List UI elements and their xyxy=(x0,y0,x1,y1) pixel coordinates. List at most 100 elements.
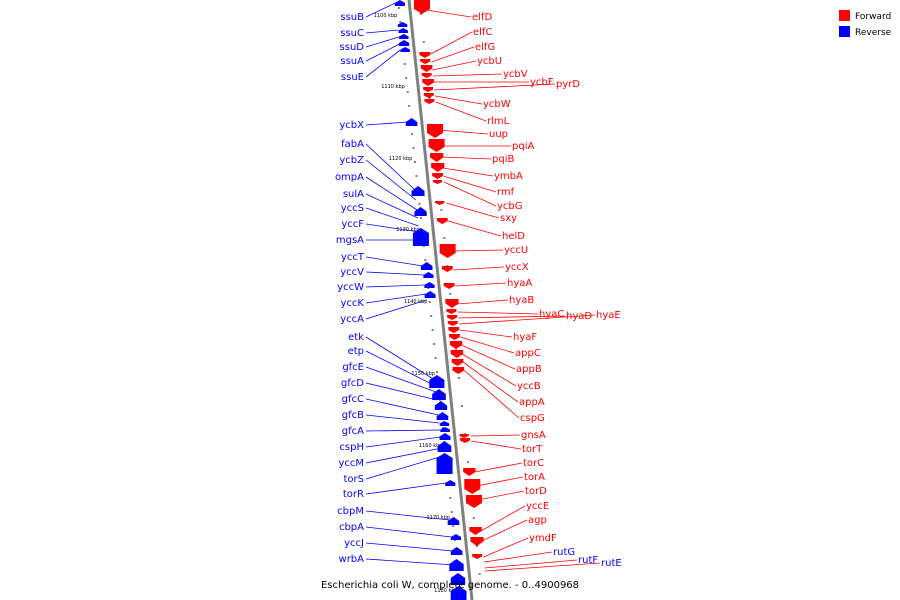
reverse-gene-label[interactable]: yccV xyxy=(340,267,364,278)
forward-gene-label[interactable]: gnsA xyxy=(521,430,546,441)
forward-gene-feature xyxy=(464,479,481,494)
reverse-leader-line xyxy=(365,29,399,34)
reverse-gene-label[interactable]: wrbA xyxy=(339,554,365,565)
forward-gene-label[interactable]: uup xyxy=(489,129,508,140)
reverse-gene-feature xyxy=(447,517,460,525)
forward-gene-label[interactable]: rutE xyxy=(601,558,622,569)
forward-gene-feature xyxy=(449,341,463,349)
reverse-leader-line xyxy=(365,382,438,401)
forward-gene-label[interactable]: hyaB xyxy=(509,295,534,306)
forward-gene-label[interactable]: torT xyxy=(522,444,543,455)
reverse-gene-feature xyxy=(414,207,427,216)
reverse-gene-label[interactable]: yccJ xyxy=(344,538,364,549)
forward-gene-label[interactable]: torD xyxy=(525,486,547,497)
reverse-gene-label[interactable]: ssuB xyxy=(340,12,364,23)
reverse-gene-label[interactable]: cbpM xyxy=(337,506,364,517)
forward-gene-label[interactable]: elfC xyxy=(473,27,492,38)
reverse-gene-label[interactable]: etk xyxy=(348,332,364,343)
forward-gene-label[interactable]: ycbW xyxy=(483,99,511,110)
genome-caption: Escherichia coli W, complete genome. - 0… xyxy=(321,580,579,591)
reverse-gene-label[interactable]: torR xyxy=(343,489,364,500)
forward-gene-label[interactable]: pqiA xyxy=(512,141,534,152)
forward-gene-label[interactable]: ycbU xyxy=(477,56,502,67)
reverse-gene-label[interactable]: cbpA xyxy=(339,522,364,533)
forward-gene-feature xyxy=(463,468,476,476)
reverse-gene-label[interactable]: yccK xyxy=(341,298,365,309)
forward-gene-label[interactable]: helD xyxy=(502,231,525,242)
forward-gene-label[interactable]: rmf xyxy=(497,187,515,198)
reverse-gene-label[interactable]: yccM xyxy=(338,458,364,469)
forward-gene-label[interactable]: yccB xyxy=(517,381,541,392)
forward-gene-feature xyxy=(441,266,453,272)
forward-gene-label[interactable]: rutF xyxy=(578,555,598,566)
forward-gene-label[interactable]: hyaF xyxy=(513,332,537,343)
reverse-gene-label[interactable]: gfcB xyxy=(342,410,364,421)
forward-gene-label[interactable]: agp xyxy=(528,515,547,526)
reverse-gene-label[interactable]: fabA xyxy=(341,139,364,150)
forward-gene-label[interactable]: torA xyxy=(524,472,545,483)
reverse-leader-line xyxy=(365,398,439,416)
forward-gene-label[interactable]: pyrD xyxy=(556,79,580,90)
forward-leader-line xyxy=(483,537,529,558)
forward-leader-line xyxy=(457,311,539,315)
reverse-gene-label[interactable]: yccA xyxy=(340,314,364,325)
forward-gene-label[interactable]: yccU xyxy=(504,245,528,256)
forward-gene-label[interactable]: yccE xyxy=(526,501,549,512)
forward-gene-label[interactable]: hyaC xyxy=(539,309,564,320)
reverse-gene-feature xyxy=(398,28,408,33)
forward-gene-label[interactable]: rutG xyxy=(553,547,575,558)
reverse-gene-label[interactable]: gfcD xyxy=(341,378,364,389)
reverse-gene-label[interactable]: mgsA xyxy=(336,235,364,246)
reverse-leader-line xyxy=(365,293,426,304)
reverse-gene-label[interactable]: yccF xyxy=(341,219,364,230)
reverse-gene-label[interactable]: yccW xyxy=(337,282,364,293)
forward-gene-label[interactable]: hyaD xyxy=(566,311,592,322)
reverse-gene-label[interactable]: ycbX xyxy=(339,120,364,131)
forward-gene-label[interactable]: elfD xyxy=(472,12,492,23)
forward-gene-label[interactable]: ycbV xyxy=(503,69,528,80)
reverse-gene-label[interactable]: gfcE xyxy=(342,362,364,373)
reverse-gene-label[interactable]: etp xyxy=(348,346,364,357)
reverse-leader-line xyxy=(365,299,427,320)
reverse-gene-feature xyxy=(439,433,451,440)
forward-gene-label[interactable]: hyaE xyxy=(596,310,621,321)
reverse-gene-label[interactable]: gfcA xyxy=(342,426,364,437)
reverse-gene-label[interactable]: ssuA xyxy=(340,56,364,67)
reverse-gene-label[interactable]: ssuC xyxy=(340,28,364,39)
forward-gene-label[interactable]: appC xyxy=(515,348,541,359)
reverse-gene-feature xyxy=(423,272,434,278)
reverse-gene-label[interactable]: ssuE xyxy=(341,72,364,83)
reverse-gene-label[interactable]: cspH xyxy=(339,442,364,453)
reverse-gene-label[interactable]: ssuD xyxy=(340,42,365,53)
reverse-leader-line xyxy=(365,414,440,424)
forward-gene-label[interactable]: ymbA xyxy=(494,171,523,182)
forward-leader-line xyxy=(462,361,519,403)
forward-gene-label[interactable]: appA xyxy=(519,397,545,408)
forward-gene-label[interactable]: sxy xyxy=(500,213,517,224)
forward-gene-label[interactable]: rlmL xyxy=(487,116,510,127)
forward-gene-label[interactable]: elfG xyxy=(475,42,495,53)
reverse-gene-label[interactable]: gfcC xyxy=(342,394,364,405)
reverse-gene-label[interactable]: yccS xyxy=(341,203,364,214)
forward-gene-label[interactable]: ymdF xyxy=(529,533,557,544)
reverse-gene-label[interactable]: ycbZ xyxy=(339,155,364,166)
reverse-gene-label[interactable]: torS xyxy=(344,474,365,485)
forward-gene-label[interactable]: yccX xyxy=(505,262,529,273)
reverse-gene-label[interactable]: sulA xyxy=(343,189,364,200)
forward-gene-label[interactable]: pqiB xyxy=(492,154,514,165)
forward-gene-label[interactable]: appB xyxy=(516,364,542,375)
reverse-gene-label[interactable]: yccT xyxy=(341,252,365,263)
reverse-gene-label[interactable]: ompA xyxy=(335,172,364,183)
forward-leader-line xyxy=(459,329,513,338)
forward-gene-feature xyxy=(443,283,455,289)
reverse-gene-feature xyxy=(405,118,418,126)
forward-gene-label[interactable]: torC xyxy=(523,458,544,469)
forward-gene-label[interactable]: ycbF xyxy=(530,77,554,88)
forward-gene-label[interactable]: cspG xyxy=(520,413,545,424)
forward-gene-label[interactable]: hyaA xyxy=(507,278,532,289)
forward-leader-line xyxy=(471,440,522,450)
reverse-leader-line xyxy=(365,558,455,566)
forward-leader-line xyxy=(441,156,492,160)
reverse-leader-line xyxy=(365,256,423,267)
forward-gene-label[interactable]: ycbG xyxy=(497,201,523,212)
